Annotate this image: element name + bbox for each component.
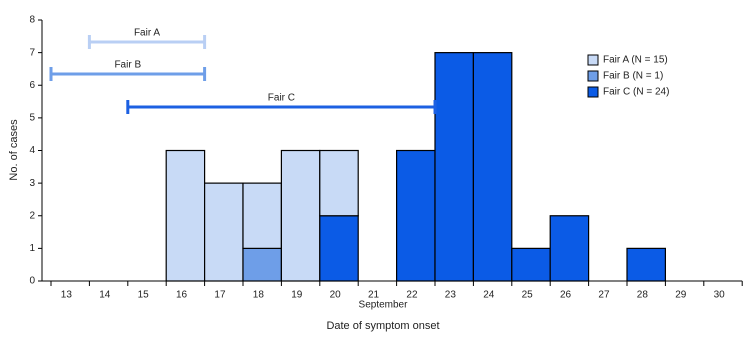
x-tick-label: 14 — [99, 290, 111, 301]
x-tick-label: 22 — [406, 290, 418, 301]
x-tick-label: 17 — [214, 290, 226, 301]
bar — [242, 182, 283, 249]
y-tick-label: 2 — [29, 210, 35, 221]
x-tick-label: 29 — [675, 290, 687, 301]
x-tick-label: 27 — [598, 290, 610, 301]
legend-swatch — [587, 54, 599, 66]
range-label: Fair B — [114, 60, 141, 71]
bar — [472, 52, 513, 282]
bar — [165, 149, 206, 282]
legend-swatch — [587, 70, 599, 82]
x-group-label: September — [359, 300, 409, 311]
x-tick-label: 21 — [368, 290, 380, 301]
bar — [396, 149, 436, 282]
legend-swatch — [587, 86, 599, 98]
y-tick-label: 1 — [29, 243, 35, 254]
legend-label: Fair A (N = 15) — [603, 55, 668, 66]
x-tick-label: 30 — [714, 290, 726, 301]
y-tick-label: 6 — [29, 80, 35, 91]
bar — [434, 52, 475, 282]
x-axis-label: Date of symptom onset — [326, 320, 439, 332]
y-axis-label: No. of cases — [8, 119, 20, 181]
x-tick-label: 20 — [330, 290, 342, 301]
x-tick-label: 25 — [522, 290, 534, 301]
bar — [280, 149, 321, 282]
y-tick-label: 5 — [29, 113, 35, 124]
y-tick-label: 4 — [29, 145, 35, 156]
bar — [319, 149, 359, 217]
x-tick-label: 15 — [138, 290, 150, 301]
bar — [511, 247, 551, 282]
x-tick-label: 24 — [483, 290, 495, 301]
range-label: Fair A — [134, 28, 160, 39]
bar — [626, 247, 667, 282]
bar — [319, 215, 359, 282]
y-tick-label: 3 — [29, 178, 35, 189]
x-tick-label: 19 — [291, 290, 303, 301]
x-tick-label: 18 — [253, 290, 265, 301]
x-tick-label: 16 — [176, 290, 188, 301]
legend-label: Fair B (N = 1) — [603, 71, 663, 82]
range-label: Fair C — [268, 93, 295, 104]
x-tick-label: 26 — [560, 290, 572, 301]
bar — [549, 215, 590, 282]
x-tick-label: 28 — [637, 290, 649, 301]
y-tick-label: 7 — [29, 47, 35, 58]
x-tick-label: 23 — [445, 290, 457, 301]
bar — [242, 247, 283, 282]
y-tick-label: 8 — [29, 15, 35, 26]
y-tick-label: 0 — [29, 276, 35, 287]
legend-label: Fair C (N = 24) — [603, 87, 669, 98]
bar — [204, 182, 244, 282]
x-tick-label: 13 — [61, 290, 73, 301]
